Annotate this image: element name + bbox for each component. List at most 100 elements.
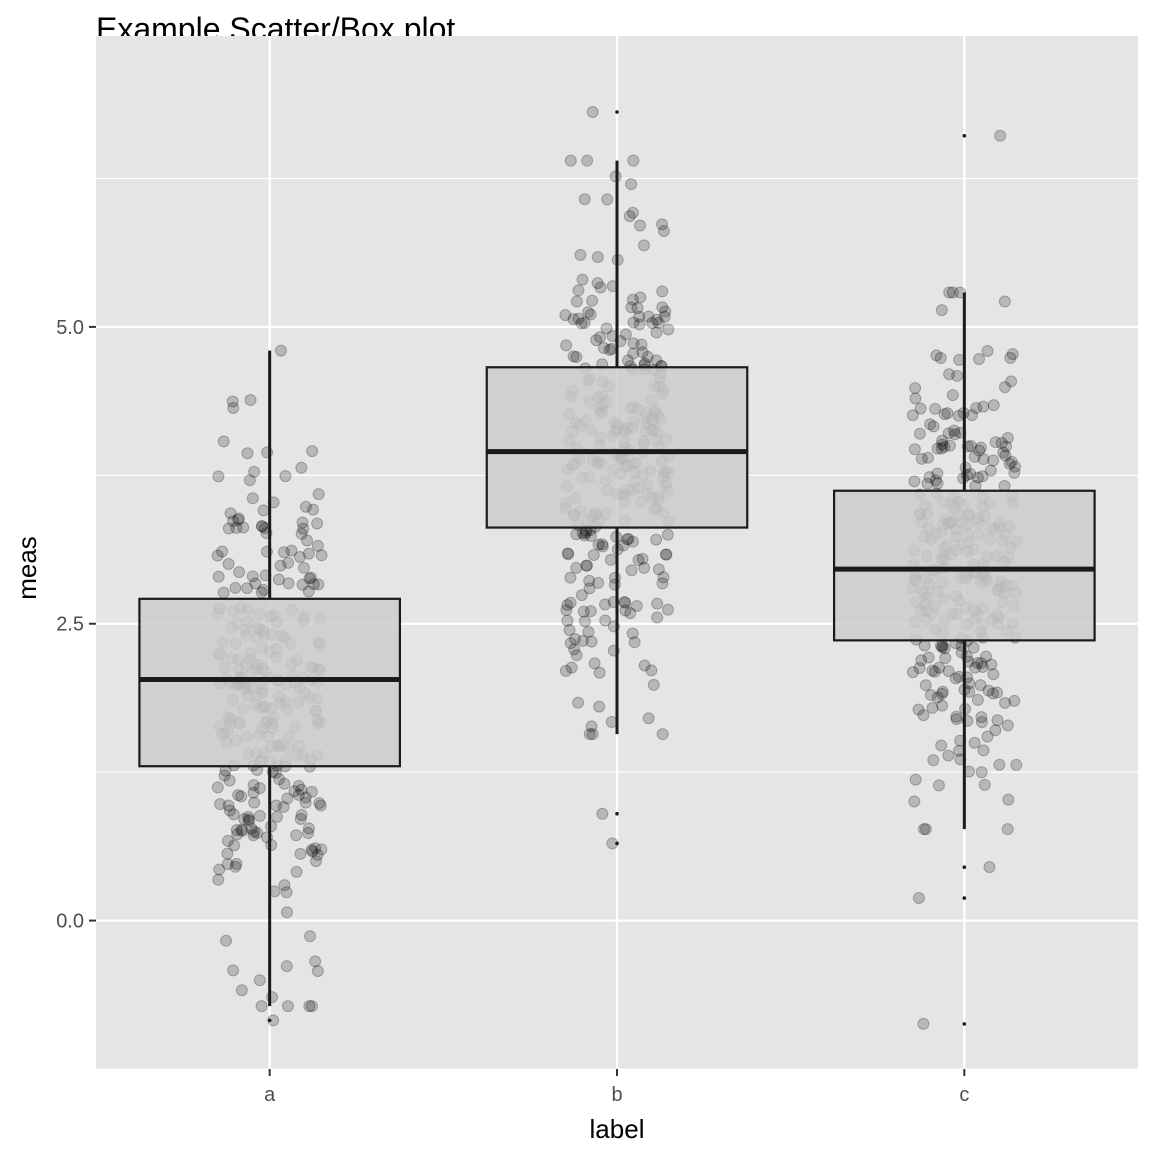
data-point: [570, 295, 583, 308]
data-point: [233, 566, 246, 579]
data-point: [976, 660, 989, 673]
data-point: [936, 438, 949, 451]
data-point: [217, 586, 230, 599]
data-point: [923, 471, 936, 484]
data-point: [973, 353, 986, 366]
data-point: [582, 625, 595, 638]
data-point: [581, 559, 594, 572]
data-point: [572, 696, 585, 709]
data-point: [224, 507, 237, 520]
box-plots: [138, 110, 1096, 1026]
data-point: [578, 529, 591, 542]
data-point: [281, 1000, 294, 1013]
data-point: [561, 547, 574, 560]
data-point: [999, 696, 1012, 709]
data-point: [594, 331, 607, 344]
data-point: [943, 368, 956, 381]
data-point: [310, 855, 323, 868]
data-point: [253, 782, 266, 795]
data-point: [235, 790, 248, 803]
data-point: [304, 930, 317, 943]
data-point: [935, 739, 948, 752]
data-point: [1008, 466, 1021, 479]
data-point: [986, 687, 999, 700]
data-point: [285, 544, 298, 557]
data-point: [637, 239, 650, 252]
data-point: [292, 779, 305, 792]
data-point: [290, 829, 303, 842]
data-point: [561, 599, 574, 612]
data-point: [576, 273, 589, 286]
data-point: [657, 571, 670, 584]
data-point: [930, 349, 943, 362]
data-point: [305, 1000, 318, 1013]
data-point: [1004, 351, 1017, 364]
data-point: [652, 316, 665, 329]
data-point: [662, 323, 675, 336]
data-point: [1006, 348, 1019, 361]
data-point: [279, 470, 292, 483]
data-point: [314, 799, 327, 812]
data-point: [216, 545, 229, 558]
data-point: [928, 665, 941, 678]
data-point: [227, 515, 240, 528]
data-point: [277, 546, 290, 559]
data-point: [243, 474, 256, 487]
data-point: [299, 500, 312, 513]
data-point: [912, 892, 925, 905]
data-point: [251, 826, 264, 839]
data-point: [272, 573, 285, 586]
data-point: [586, 105, 599, 118]
data-point: [265, 839, 278, 852]
data-point: [238, 813, 251, 826]
data-point: [983, 861, 996, 874]
data-point: [278, 777, 291, 790]
data-point: [952, 409, 965, 422]
data-point: [580, 559, 593, 572]
data-point: [270, 810, 283, 823]
data-point: [223, 774, 236, 787]
data-point: [987, 454, 1000, 467]
data-point: [638, 659, 651, 672]
data-point: [211, 549, 224, 562]
data-point: [280, 886, 293, 899]
data-point: [989, 724, 1002, 737]
data-point: [307, 578, 320, 591]
data-point: [256, 520, 269, 533]
data-point: [282, 577, 295, 590]
data-point: [232, 789, 245, 802]
data-point: [211, 781, 224, 794]
data-point: [946, 286, 959, 299]
data-point: [562, 548, 575, 561]
outlier-point: [615, 811, 619, 816]
iqr-box: [832, 489, 1096, 642]
data-point: [913, 427, 926, 440]
data-point: [313, 797, 326, 810]
data-point: [627, 347, 640, 360]
data-point: [626, 206, 639, 219]
data-point: [934, 352, 947, 365]
data-point: [919, 679, 932, 692]
data-point: [307, 503, 320, 516]
data-point: [1002, 793, 1015, 806]
data-point: [950, 710, 963, 723]
data-point: [626, 627, 639, 640]
y-axis: 0.0 2.5 5.0: [56, 317, 96, 933]
outlier-point: [615, 841, 619, 846]
data-point: [977, 453, 990, 466]
data-point: [311, 964, 324, 977]
data-point: [305, 571, 318, 584]
data-point: [913, 662, 926, 675]
data-point: [586, 728, 599, 741]
data-point: [295, 783, 308, 796]
data-point: [650, 533, 663, 546]
data-point: [921, 477, 934, 490]
data-point: [295, 809, 308, 822]
data-point: [946, 389, 959, 402]
data-point: [221, 834, 234, 847]
data-point: [596, 538, 609, 551]
data-point: [583, 574, 596, 587]
data-point: [922, 651, 935, 664]
data-point: [249, 577, 262, 590]
data-point: [917, 709, 930, 722]
